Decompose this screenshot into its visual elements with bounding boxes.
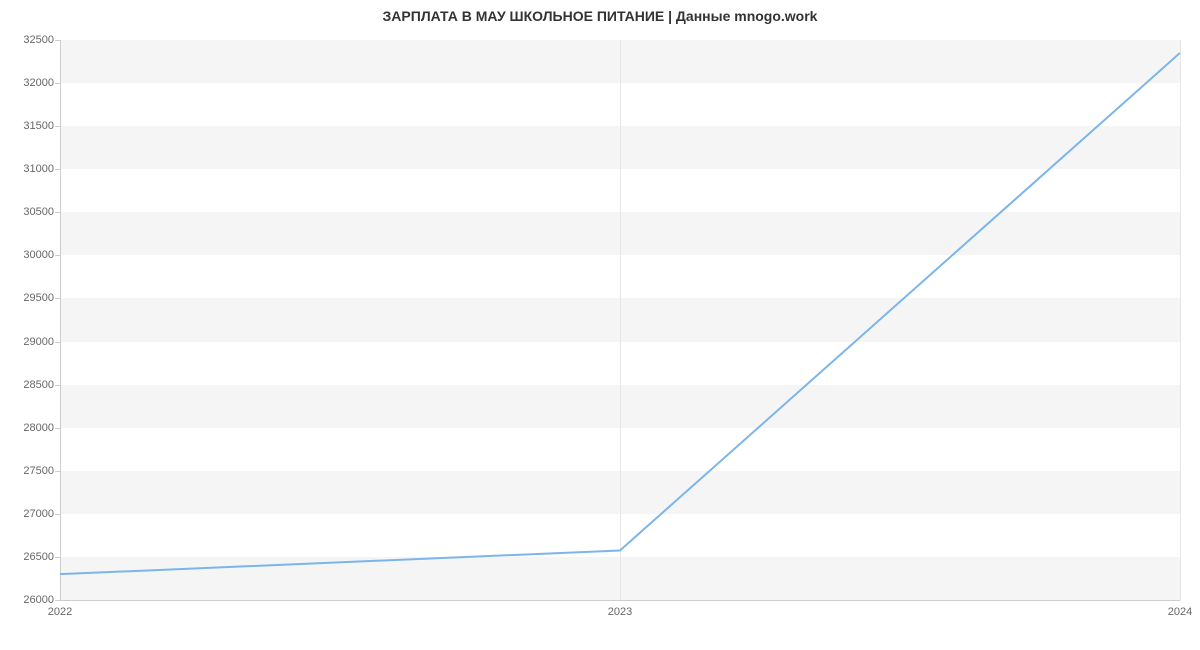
line-layer bbox=[60, 40, 1180, 600]
x-axis-line bbox=[60, 600, 1180, 601]
chart-container: ЗАРПЛАТА В МАУ ШКОЛЬНОЕ ПИТАНИЕ | Данные… bbox=[0, 0, 1200, 650]
x-tick-label: 2024 bbox=[1168, 600, 1192, 618]
plot-area: 2022202320242600026500270002750028000285… bbox=[60, 40, 1180, 600]
chart-title: ЗАРПЛАТА В МАУ ШКОЛЬНОЕ ПИТАНИЕ | Данные… bbox=[0, 8, 1200, 24]
x-grid-line bbox=[1180, 40, 1181, 600]
series-line bbox=[60, 53, 1180, 574]
x-tick-label: 2023 bbox=[608, 600, 632, 618]
